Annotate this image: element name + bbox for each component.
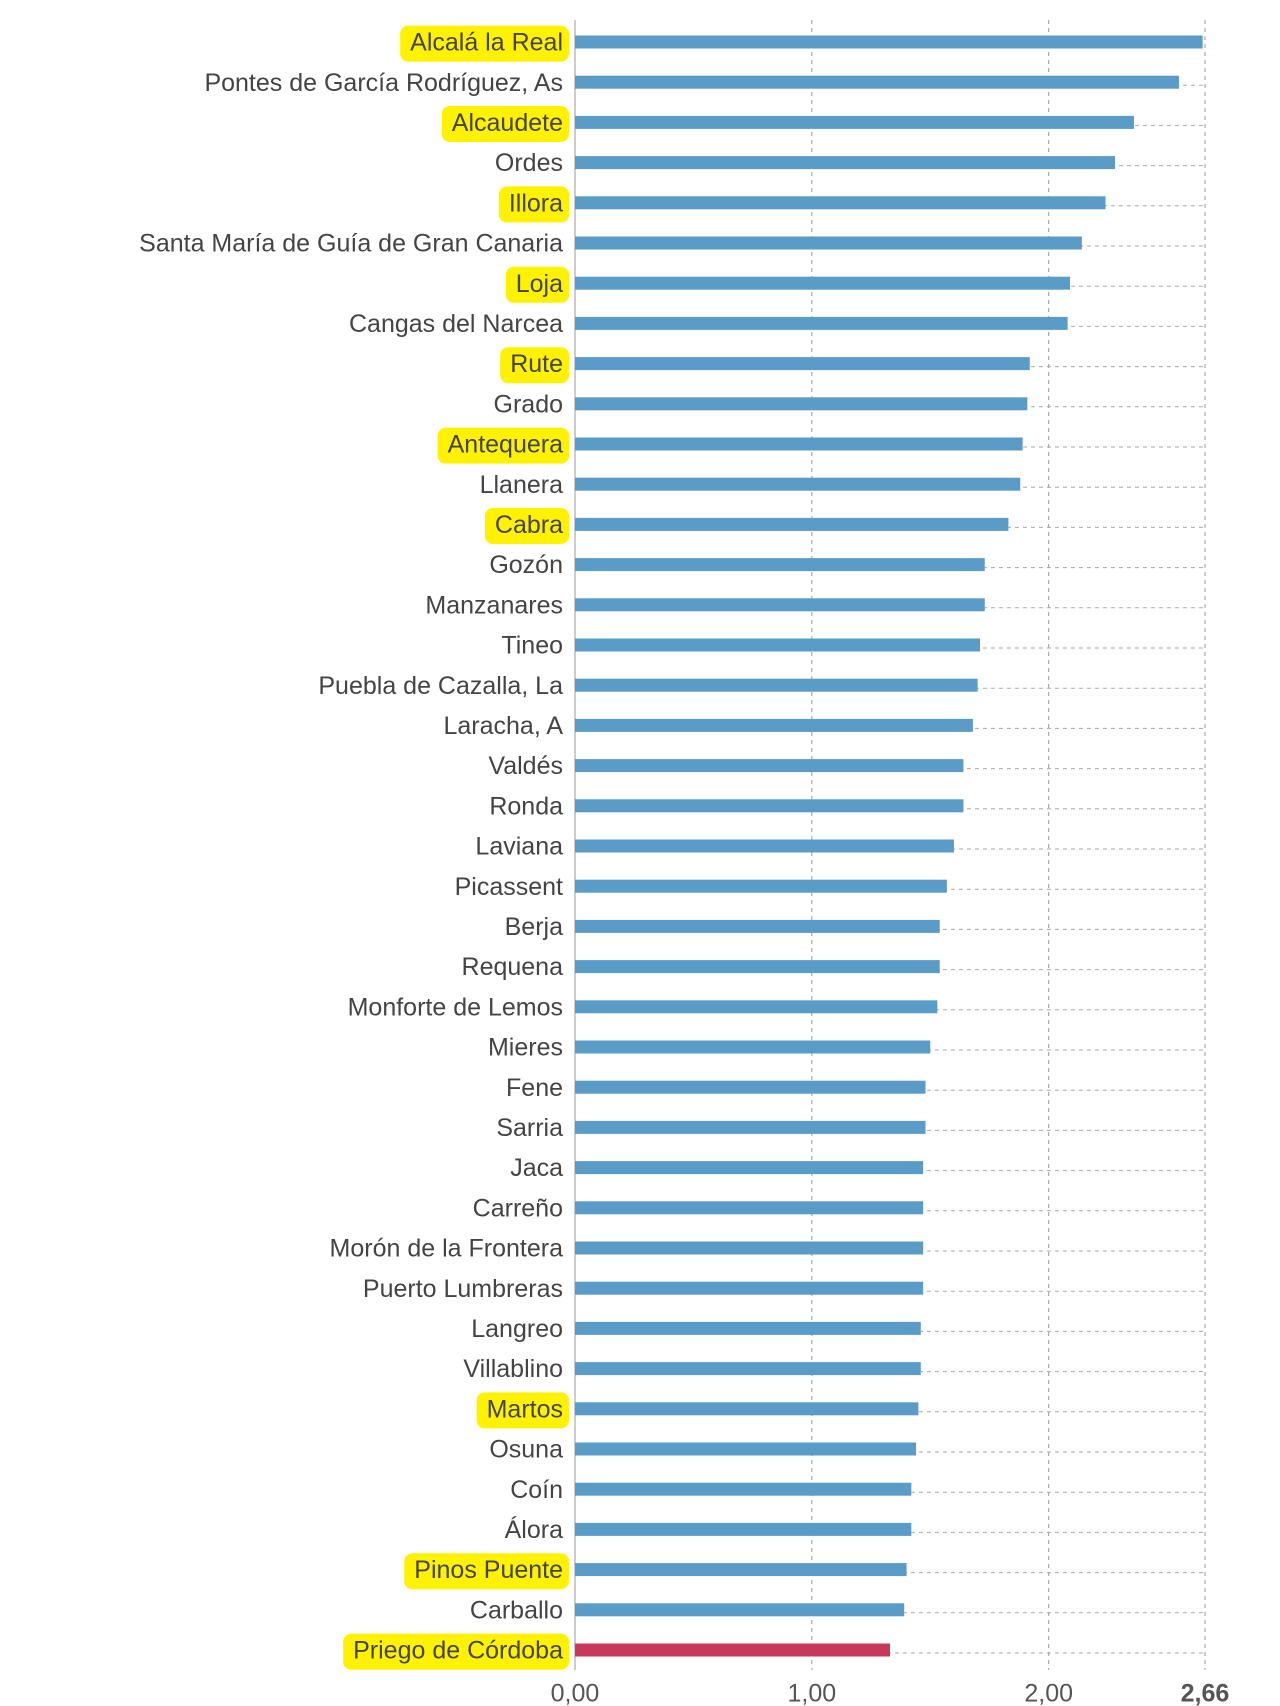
x-tick-label: 2,66 bbox=[1181, 1680, 1230, 1706]
bar bbox=[575, 316, 1068, 330]
bar bbox=[575, 1241, 924, 1255]
y-tick-label: Alcaudete bbox=[452, 109, 563, 137]
bar bbox=[575, 276, 1070, 290]
y-tick-label: Rute bbox=[510, 350, 563, 378]
bar bbox=[575, 879, 947, 893]
bar bbox=[575, 1643, 890, 1657]
y-tick-label: Coín bbox=[510, 1476, 563, 1504]
bar bbox=[575, 1563, 907, 1577]
bar bbox=[575, 1603, 905, 1617]
y-tick-label: Priego de Córdoba bbox=[353, 1637, 563, 1665]
y-tick-label: Manzanares bbox=[425, 591, 563, 619]
y-tick-label: Gozón bbox=[489, 551, 563, 579]
bar bbox=[575, 75, 1179, 89]
bar bbox=[575, 1161, 924, 1175]
y-tick-label: Puebla de Cazalla, La bbox=[318, 672, 563, 700]
bar bbox=[575, 156, 1115, 170]
y-tick-label: Monforte de Lemos bbox=[348, 993, 563, 1021]
bar bbox=[575, 1201, 924, 1215]
label-highlight bbox=[437, 427, 570, 464]
y-tick-label: Berja bbox=[505, 913, 563, 941]
labels: Alcalá la Real Pontes de García Rodríguez… bbox=[139, 29, 563, 1665]
bar bbox=[575, 1040, 931, 1054]
y-tick-label: Valdés bbox=[488, 752, 563, 780]
label-highlight bbox=[476, 1392, 569, 1429]
y-tick-label: Illora bbox=[509, 189, 563, 217]
label-highlight bbox=[484, 508, 570, 545]
bar bbox=[575, 718, 973, 732]
y-tick-label: Morón de la Frontera bbox=[330, 1235, 564, 1263]
y-tick-label: Osuna bbox=[489, 1436, 563, 1464]
bar bbox=[575, 678, 978, 692]
y-tick-label: Alcalá la Real bbox=[410, 29, 563, 57]
y-tick-label: Picassent bbox=[455, 873, 563, 901]
label-highlight bbox=[343, 1633, 570, 1670]
bar bbox=[575, 236, 1082, 250]
bar bbox=[575, 1281, 924, 1295]
bar bbox=[575, 477, 1021, 491]
label-highlight bbox=[498, 186, 570, 223]
y-tick-label: Carballo bbox=[470, 1596, 563, 1624]
y-tick-label: Loja bbox=[516, 270, 563, 298]
bar bbox=[575, 1080, 926, 1094]
label-highlight bbox=[500, 347, 569, 384]
bar bbox=[575, 960, 940, 974]
bar bbox=[575, 437, 1023, 451]
y-tick-label: Carreño bbox=[473, 1194, 563, 1222]
x-tick-label: 2,00 bbox=[1024, 1680, 1073, 1706]
bar bbox=[575, 1000, 938, 1014]
bar bbox=[575, 1482, 912, 1496]
y-tick-label: Martos bbox=[487, 1395, 563, 1423]
y-tick-label: Álora bbox=[505, 1515, 563, 1544]
label-highlight bbox=[400, 25, 569, 62]
y-tick-label: Fene bbox=[506, 1074, 563, 1102]
y-tick-label: Puerto Lumbreras bbox=[363, 1275, 563, 1303]
bar bbox=[575, 759, 964, 773]
bar bbox=[575, 1522, 912, 1536]
bar bbox=[575, 397, 1028, 411]
label-highlight bbox=[505, 266, 570, 303]
y-tick-label: Tineo bbox=[501, 632, 563, 660]
y-tick-label: Ronda bbox=[489, 792, 563, 820]
bar bbox=[575, 638, 980, 652]
y-tick-label: Cabra bbox=[495, 511, 563, 539]
bar bbox=[575, 1442, 917, 1456]
y-tick-label: Llanera bbox=[480, 471, 563, 499]
label-highlight bbox=[441, 106, 569, 143]
y-tick-label: Ordes bbox=[495, 149, 563, 177]
bar bbox=[575, 115, 1134, 129]
bar bbox=[575, 517, 1009, 531]
y-tick-label: Cangas del Narcea bbox=[349, 310, 563, 338]
y-tick-label: Pontes de García Rodríguez, As bbox=[204, 69, 563, 97]
y-tick-label: Santa María de Guía de Gran Canaria bbox=[139, 230, 563, 258]
y-tick-label: Pinos Puente bbox=[414, 1556, 563, 1584]
y-tick-label: Grado bbox=[494, 390, 563, 418]
bars bbox=[575, 35, 1203, 1657]
bar bbox=[575, 799, 964, 813]
y-tick-label: Mieres bbox=[488, 1034, 563, 1062]
bar bbox=[575, 1321, 921, 1335]
y-tick-label: Laviana bbox=[475, 833, 563, 861]
bar bbox=[575, 357, 1030, 371]
y-tick-label: Langreo bbox=[471, 1315, 563, 1343]
x-tick-label: 0,00 bbox=[551, 1680, 600, 1706]
x-tick-label: 1,00 bbox=[788, 1680, 837, 1706]
y-tick-label: Laracha, A bbox=[443, 712, 563, 740]
bar bbox=[575, 919, 940, 933]
bar bbox=[575, 196, 1106, 210]
y-tick-label: Sarria bbox=[496, 1114, 563, 1142]
bar bbox=[575, 1120, 926, 1134]
bar bbox=[575, 35, 1203, 49]
bar bbox=[575, 839, 954, 853]
bar bbox=[575, 598, 985, 612]
y-tick-label: Antequera bbox=[448, 431, 563, 459]
bar bbox=[575, 1402, 919, 1416]
bar bbox=[575, 558, 985, 572]
label-highlight bbox=[404, 1553, 569, 1590]
y-tick-label: Requena bbox=[462, 953, 564, 981]
y-tick-label: Jaca bbox=[510, 1154, 563, 1182]
y-tick-label: Villablino bbox=[463, 1355, 563, 1383]
bar bbox=[575, 1362, 921, 1376]
